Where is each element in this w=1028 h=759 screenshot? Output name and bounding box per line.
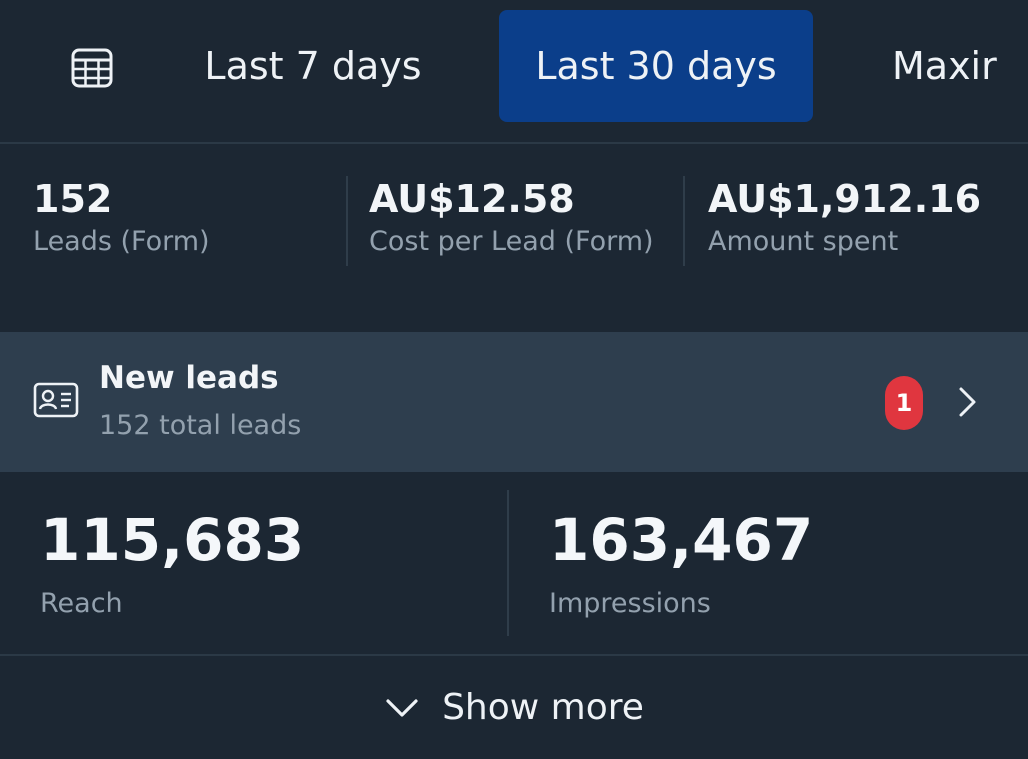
impressions-label: Impressions (549, 588, 711, 619)
reach-label: Reach (40, 588, 123, 619)
contact-card-icon (33, 382, 79, 418)
calendar-button[interactable] (66, 44, 118, 92)
reach-value: 115,683 (40, 506, 305, 574)
amount-spent-label: Amount spent (708, 226, 899, 257)
date-range-tabs: Last 7 days Last 30 days Maxir (0, 0, 1028, 144)
stat-divider (507, 490, 509, 636)
stat-impressions: 163,467 Impressions (549, 504, 813, 619)
show-more-button[interactable]: Show more (0, 656, 1028, 759)
reach-impressions: 115,683 Reach 163,467 Impressions (0, 472, 1028, 656)
new-leads-subtitle: 152 total leads (99, 410, 302, 441)
new-leads-row[interactable]: New leads 152 total leads 1 (0, 332, 1028, 472)
tab-last-30-days[interactable]: Last 30 days (499, 10, 813, 122)
summary-metrics: 152 Leads (Form) AU$12.58 Cost per Lead … (0, 144, 1028, 332)
amount-spent-value: AU$1,912.16 (708, 177, 982, 221)
show-more-content: Show more (384, 687, 644, 728)
metric-amount-spent: AU$1,912.16 Amount spent (708, 174, 981, 257)
chevron-right-icon (959, 387, 976, 417)
show-more-label: Show more (442, 687, 644, 728)
metric-cost-per-lead: AU$12.58 Cost per Lead (Form) (369, 174, 654, 257)
chevron-down-icon (386, 698, 418, 717)
metric-divider (683, 176, 685, 266)
tab-maximum[interactable]: Maxir (892, 44, 997, 88)
impressions-value: 163,467 (549, 506, 814, 574)
metric-leads: 152 Leads (Form) (33, 174, 210, 257)
leads-label: Leads (Form) (33, 226, 210, 257)
tab-last-7-days[interactable]: Last 7 days (204, 44, 422, 88)
notification-badge: 1 (885, 376, 923, 430)
new-leads-title: New leads (99, 360, 279, 396)
cost-per-lead-label: Cost per Lead (Form) (369, 226, 654, 257)
leads-value: 152 (33, 177, 113, 221)
calendar-icon (71, 48, 113, 88)
stat-reach: 115,683 Reach (40, 504, 304, 619)
metric-divider (346, 176, 348, 266)
cost-per-lead-value: AU$12.58 (369, 177, 575, 221)
